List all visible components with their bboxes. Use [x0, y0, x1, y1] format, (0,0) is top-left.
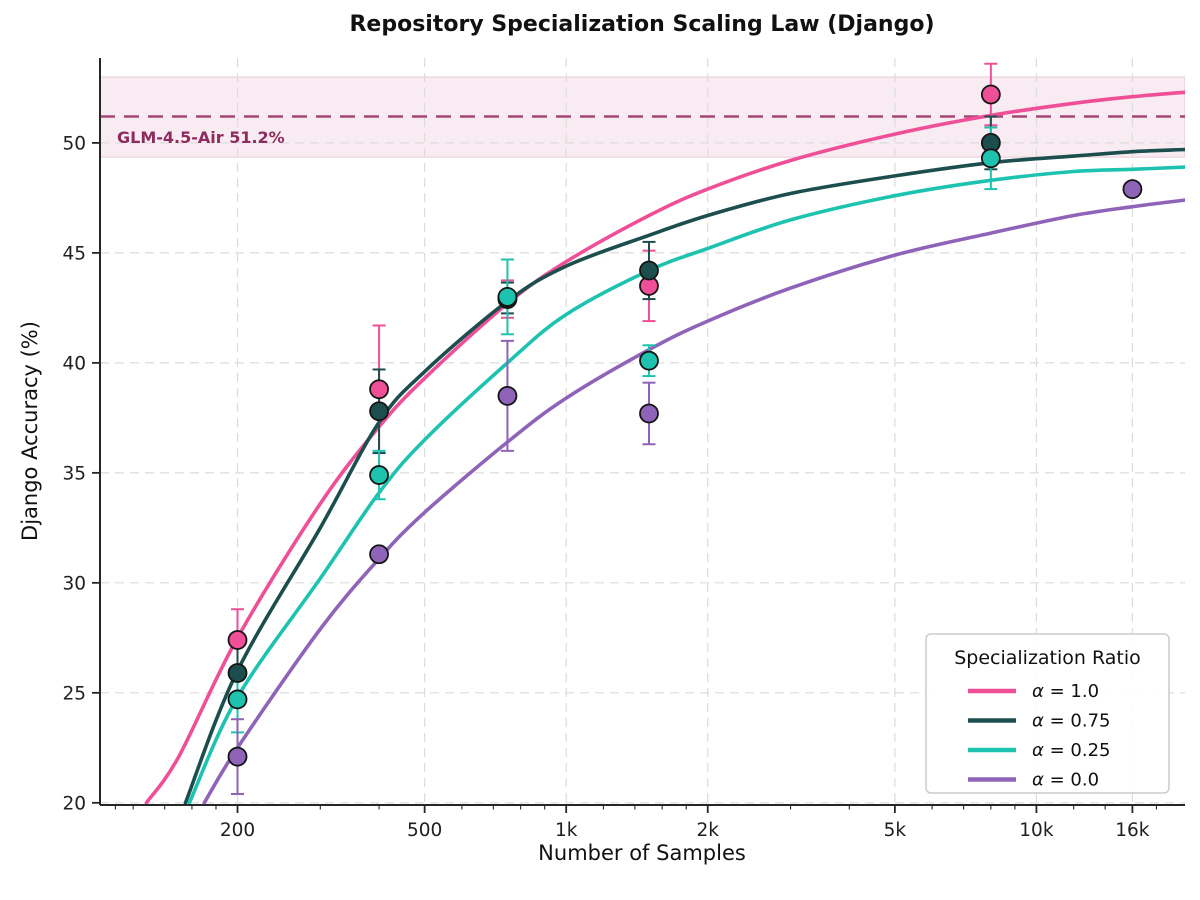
data-point-s3-x200 [227, 746, 248, 767]
data-point-s1-x1500 [639, 260, 659, 281]
data-point-s3-x16000 [1122, 179, 1143, 199]
data-point-s2-x750 [497, 286, 518, 307]
data-point-s3-x750 [497, 385, 518, 406]
y-tick-label: 25 [62, 683, 86, 704]
y-axis-label: Django Accuracy (%) [18, 321, 42, 541]
legend: Specialization Ratio α = 1.0 α = 0.75 α = 0… [925, 633, 1170, 794]
fit-curve-series-2 [187, 165, 1185, 805]
x-tick-label: 5k [884, 820, 907, 841]
x-tick-label: 16k [1115, 820, 1150, 841]
x-tick-label: 1k [555, 820, 578, 841]
data-point-s2-x400 [369, 465, 389, 485]
legend-entry-label: α = 0.0 [1032, 770, 1099, 791]
y-tick-label: 20 [62, 793, 86, 814]
fit-curve-series-3 [202, 198, 1185, 805]
fit-curve-series-1 [183, 147, 1185, 805]
x-tick-label: 200 [220, 820, 255, 841]
data-point-s0-x200 [227, 630, 248, 650]
data-point-s0-x400 [369, 379, 389, 400]
chart-title: Repository Specialization Scaling Law (D… [349, 12, 935, 37]
x-tick-label: 10k [1019, 820, 1054, 841]
y-tick-label: 30 [62, 573, 86, 594]
y-tick-label: 40 [62, 353, 86, 374]
x-tick-label: 500 [407, 820, 442, 841]
data-point-s1-x400 [369, 401, 389, 422]
y-tick-label: 50 [62, 133, 86, 154]
data-point-s2-x200 [227, 689, 248, 710]
y-tick-label: 45 [62, 243, 86, 264]
legend-box [925, 633, 1170, 794]
legend-entry-label: α = 0.25 [1032, 740, 1110, 761]
data-point-s0-x8000 [980, 84, 1001, 105]
y-tick-label: 35 [62, 463, 86, 484]
data-point-s1-x200 [227, 663, 248, 683]
fit-curve-series-0 [144, 90, 1185, 805]
x-tick-label: 2k [697, 820, 720, 841]
legend-entry-label: α = 0.75 [1032, 711, 1110, 732]
data-point-s2-x1500 [639, 350, 659, 371]
x-axis-label: Number of Samples [538, 841, 746, 865]
baseline-annotation: GLM-4.5-Air 51.2% [117, 128, 285, 147]
data-point-s2-x8000 [980, 148, 1001, 169]
legend-entry-label: α = 1.0 [1032, 681, 1099, 702]
legend-title: Specialization Ratio [954, 647, 1141, 669]
data-point-s3-x400 [369, 544, 389, 565]
plot-contents [100, 58, 1185, 805]
data-point-s3-x1500 [639, 403, 659, 424]
